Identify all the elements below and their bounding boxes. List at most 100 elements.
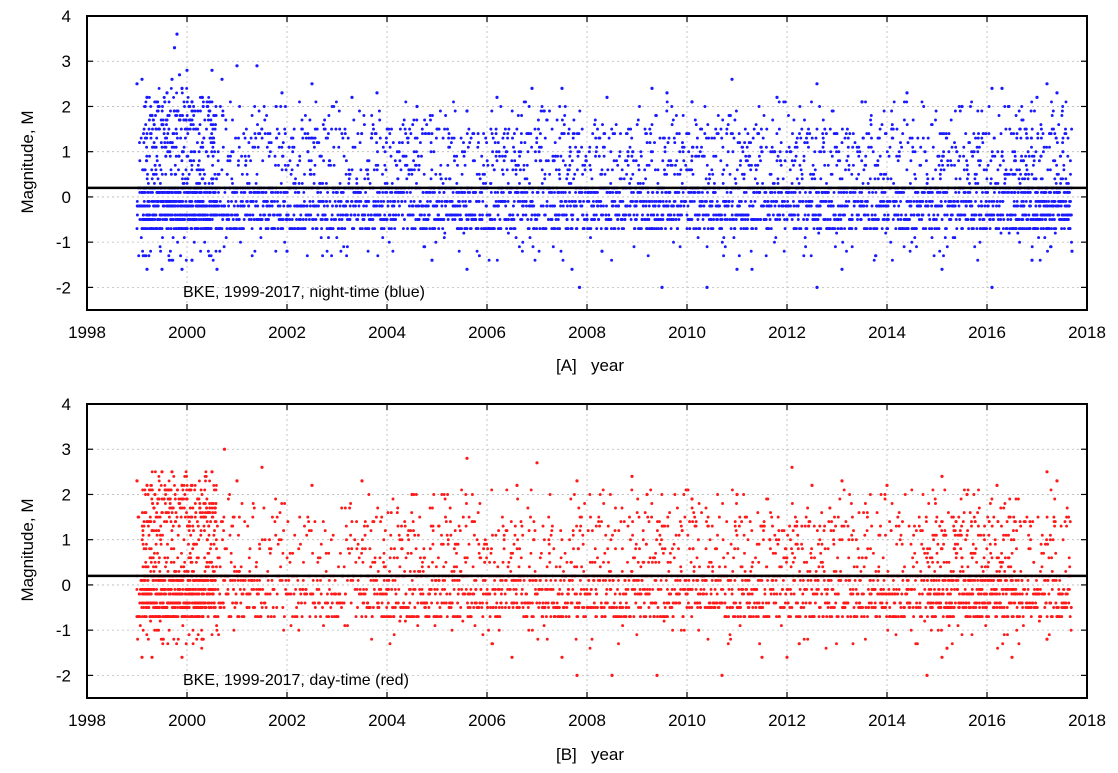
- data-point: [975, 227, 979, 231]
- data-point: [403, 199, 407, 203]
- data-point: [371, 218, 375, 221]
- data-point: [396, 199, 400, 203]
- data-point: [427, 213, 431, 217]
- data-point: [964, 132, 968, 136]
- data-point: [616, 163, 620, 167]
- data-point: [183, 136, 187, 140]
- data-point: [945, 136, 949, 140]
- data-point: [377, 190, 381, 194]
- data-point: [418, 141, 422, 145]
- data-point: [458, 204, 462, 208]
- data-point: [314, 100, 318, 104]
- data-point: [593, 218, 597, 221]
- data-point: [444, 177, 448, 181]
- data-point: [172, 95, 176, 99]
- data-point: [307, 218, 311, 221]
- data-point: [149, 136, 153, 140]
- data-point: [692, 199, 696, 203]
- data-point: [847, 168, 851, 172]
- data-point: [397, 213, 401, 217]
- data-point: [947, 132, 951, 136]
- data-point: [930, 236, 934, 240]
- data-point: [262, 105, 266, 108]
- data-point: [1001, 199, 1005, 203]
- data-point: [737, 254, 741, 258]
- data-point: [769, 204, 773, 208]
- data-point: [1039, 123, 1043, 127]
- data-point: [186, 154, 190, 158]
- data-point: [415, 104, 419, 109]
- data-point: [1060, 109, 1064, 113]
- data-point: [154, 145, 158, 149]
- data-point: [792, 118, 796, 122]
- data-point: [207, 95, 211, 99]
- data-point: [660, 227, 664, 231]
- data-point: [153, 163, 157, 167]
- data-point: [504, 204, 508, 208]
- data-point: [896, 159, 900, 163]
- data-point: [939, 168, 943, 172]
- data-point: [459, 136, 463, 140]
- data-point: [321, 123, 325, 127]
- data-point: [444, 114, 448, 117]
- data-point: [147, 95, 151, 99]
- data-point: [804, 245, 808, 249]
- data-point: [1061, 141, 1065, 145]
- data-point: [659, 199, 663, 203]
- data-point: [402, 190, 406, 194]
- data-point: [932, 213, 936, 217]
- chart-panel-b: BKE, 1999-2017, day-time (red) [B] year …: [18, 395, 1106, 764]
- data-point: [835, 231, 839, 235]
- data-point: [856, 199, 860, 203]
- data-point: [487, 258, 491, 262]
- data-point: [1032, 159, 1036, 163]
- data-point: [263, 213, 267, 217]
- data-point: [867, 218, 871, 221]
- data-point: [814, 213, 818, 217]
- data-point: [276, 227, 280, 231]
- data-point: [264, 190, 268, 194]
- data-point: [793, 190, 797, 194]
- data-point: [518, 181, 521, 185]
- data-point: [833, 213, 837, 217]
- data-point: [199, 249, 203, 253]
- data-point: [862, 168, 866, 172]
- data-point: [965, 163, 969, 167]
- data-point: [695, 145, 699, 149]
- data-point: [457, 199, 461, 203]
- data-point: [557, 213, 561, 217]
- data-point: [743, 141, 747, 145]
- data-point: [1004, 127, 1008, 131]
- data-point: [637, 163, 641, 167]
- data-point: [177, 73, 182, 77]
- data-point: [182, 145, 186, 149]
- data-point: [814, 136, 818, 140]
- data-point: [877, 136, 881, 140]
- data-point: [664, 227, 667, 231]
- data-point: [1045, 82, 1049, 86]
- data-point: [998, 163, 1002, 167]
- data-point: [493, 218, 497, 221]
- data-point: [977, 204, 981, 208]
- data-point: [626, 163, 630, 167]
- data-point: [247, 181, 251, 185]
- data-point: [690, 159, 694, 163]
- data-point: [190, 258, 194, 262]
- x-tick-label: 2018: [1068, 323, 1106, 342]
- data-point: [991, 218, 995, 221]
- data-point: [807, 145, 810, 149]
- data-point: [988, 227, 992, 231]
- data-point: [490, 218, 494, 221]
- data-point: [150, 177, 154, 181]
- data-point: [862, 204, 866, 208]
- data-point: [1002, 218, 1006, 221]
- data-point: [383, 150, 387, 154]
- data-point: [779, 141, 783, 145]
- data-point: [148, 213, 152, 217]
- data-point: [372, 168, 376, 172]
- data-point: [298, 159, 302, 163]
- data-point: [519, 141, 523, 145]
- data-point: [530, 145, 534, 149]
- data-point: [435, 204, 439, 208]
- data-point: [138, 159, 142, 163]
